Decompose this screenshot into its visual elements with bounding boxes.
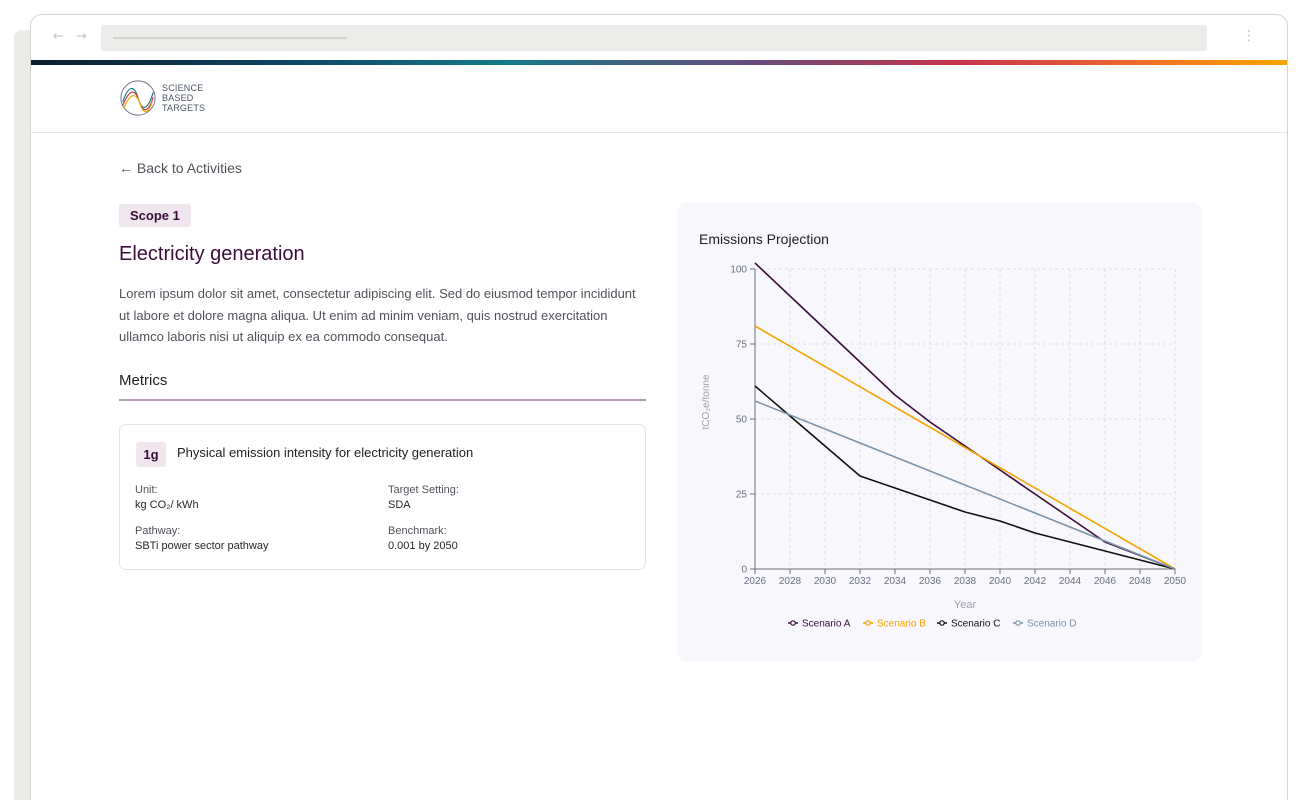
x-tick-label: 2046 xyxy=(1094,576,1117,587)
legend-swatch-marker xyxy=(939,620,945,626)
logo-line-1: SCIENCE xyxy=(162,83,204,93)
series-line xyxy=(754,262,1176,570)
legend-swatch-marker xyxy=(790,620,796,626)
x-tick-label: 2050 xyxy=(1164,576,1187,587)
emissions-chart-panel: Emissions Projection 0 25 50 75 100 2026 2028 2… xyxy=(677,202,1202,662)
legend-entry: Scenario A xyxy=(802,619,851,630)
series-line xyxy=(754,400,1176,570)
series-line xyxy=(754,325,1176,570)
back-to-activities-link[interactable]: ← Back to Activities xyxy=(119,160,242,176)
metric-benchmark: Benchmark: 0.001 by 2050 xyxy=(388,524,458,554)
x-tick-label: 2028 xyxy=(779,576,802,587)
page-title: Electricity generation xyxy=(119,243,305,265)
scope-badge: Scope 1 xyxy=(119,204,191,227)
x-tick-label: 2038 xyxy=(954,576,977,587)
chart-title: Emissions Projection xyxy=(699,231,829,247)
brand-gradient-bar xyxy=(31,60,1287,65)
sbti-logo-wordmark: SCIENCE BASED TARGETS xyxy=(162,83,205,113)
legend-entry: Scenario D xyxy=(1027,619,1076,630)
legend-entry: Scenario C xyxy=(951,619,1000,630)
legend-swatch-marker xyxy=(1015,620,1021,626)
metric-pathway-value: SBTi power sector pathway xyxy=(135,540,269,552)
metric-target-value: SDA xyxy=(388,499,411,511)
browser-toolbar: ← → ⋮ xyxy=(31,15,1287,61)
browser-window: ← → ⋮ SCIENCE BASED TARGETS ← Back to Ac… xyxy=(30,14,1288,800)
metric-unit-label: Unit: xyxy=(135,484,158,496)
metric-card: 1g Physical emission intensity for elect… xyxy=(119,424,646,570)
y-tick-label: 75 xyxy=(736,340,748,351)
metrics-divider xyxy=(119,399,646,401)
sbti-logo-icon xyxy=(120,80,156,116)
metric-pathway: Pathway: SBTi power sector pathway xyxy=(135,524,268,554)
logo-line-2: BASED xyxy=(162,93,194,103)
x-tick-label: 2026 xyxy=(744,576,767,587)
site-header: SCIENCE BASED TARGETS xyxy=(31,65,1287,133)
metric-pathway-label: Pathway: xyxy=(135,525,181,537)
sbti-logo[interactable]: SCIENCE BASED TARGETS xyxy=(119,79,205,117)
legend-swatch-marker xyxy=(865,620,871,626)
y-tick-label: 0 xyxy=(741,565,747,576)
x-axis-label: Year xyxy=(954,599,977,611)
y-tick-label: 25 xyxy=(736,490,748,501)
metrics-heading: Metrics xyxy=(119,372,168,389)
y-axis-label: tCO₂e/tonne xyxy=(701,374,712,429)
series-line xyxy=(754,385,1176,570)
browser-menu-icon[interactable]: ⋮ xyxy=(1242,28,1256,44)
metric-benchmark-label: Benchmark: xyxy=(388,525,447,537)
metric-benchmark-value: 0.001 by 2050 xyxy=(388,540,458,552)
x-tick-label: 2032 xyxy=(849,576,872,587)
logo-line-3: TARGETS xyxy=(162,103,206,113)
legend-entry: Scenario B xyxy=(877,619,926,630)
x-tick-label: 2030 xyxy=(814,576,837,587)
metric-target-label: Target Setting: xyxy=(388,484,459,496)
x-tick-label: 2044 xyxy=(1059,576,1082,587)
metric-target-setting: Target Setting: SDA xyxy=(388,483,459,513)
emissions-chart: 0 25 50 75 100 2026 2028 2030 2032 2034 2036 2038 20… xyxy=(701,262,1187,630)
y-tick-label: 50 xyxy=(736,415,748,426)
x-tick-label: 2048 xyxy=(1129,576,1152,587)
browser-nav-arrows-icon[interactable]: ← → xyxy=(53,29,91,44)
x-tick-label: 2034 xyxy=(884,576,907,587)
address-bar[interactable] xyxy=(101,25,1207,51)
x-tick-label: 2040 xyxy=(989,576,1012,587)
y-tick-label: 100 xyxy=(730,265,747,276)
metric-unit: Unit: kg CO₂/ kWh xyxy=(135,483,199,513)
metric-name: Physical emission intensity for electric… xyxy=(177,445,474,460)
x-tick-label: 2042 xyxy=(1024,576,1047,587)
metric-unit-value: kg CO₂/ kWh xyxy=(135,499,199,511)
activity-description: Lorem ipsum dolor sit amet, consectetur … xyxy=(119,286,636,344)
address-placeholder-line xyxy=(113,37,347,39)
x-tick-label: 2036 xyxy=(919,576,942,587)
metric-code-badge: 1g xyxy=(136,442,166,467)
